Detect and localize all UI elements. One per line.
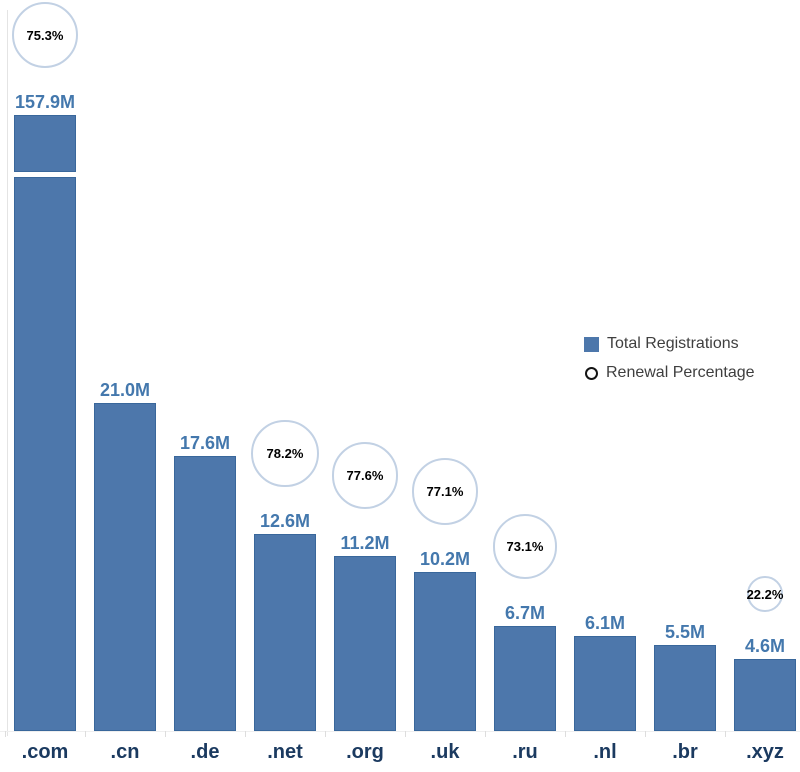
x-axis-label-org: .org <box>346 741 384 763</box>
axis-tick <box>565 731 566 737</box>
renewal-percentage-label-org: 77.6% <box>346 468 384 484</box>
axis-tick <box>325 731 326 737</box>
value-label-de: 17.6M <box>179 433 231 454</box>
bar-net[interactable] <box>254 534 316 731</box>
renewal-circle-net[interactable]: 78.2% <box>251 419 319 488</box>
x-axis-line <box>0 731 800 732</box>
axis-tick <box>405 731 406 737</box>
renewal-percentage-label-ru: 73.1% <box>506 539 544 555</box>
value-label-uk: 10.2M <box>419 548 471 569</box>
value-label-com: 157.9M <box>14 92 76 112</box>
bar-org[interactable] <box>334 556 396 731</box>
circle-swatch-icon <box>585 366 598 380</box>
value-label-xyz: 4.6M <box>744 636 786 657</box>
renewal-percentage-label-uk: 77.1% <box>426 483 464 499</box>
axis-tick <box>485 731 486 737</box>
legend-label: Renewal Percentage <box>606 364 755 381</box>
renewal-circle-ru[interactable]: 73.1% <box>492 514 558 580</box>
value-label-br: 5.5M <box>664 622 706 643</box>
x-axis-label-br: .br <box>672 741 698 763</box>
bar-xyz[interactable] <box>734 659 796 731</box>
x-axis-label-cn: .cn <box>110 741 140 763</box>
legend-item-renewal-percentage[interactable]: Renewal Percentage <box>584 364 755 382</box>
value-label-net: 12.6M <box>259 511 311 532</box>
x-axis-label-uk: .uk <box>430 741 460 763</box>
x-axis-label-xyz: .xyz <box>746 741 784 763</box>
renewal-circle-com[interactable]: 75.3% <box>12 2 78 68</box>
renewal-circle-org[interactable]: 77.6% <box>331 442 399 510</box>
legend-item-total-registrations[interactable]: Total Registrations <box>584 335 755 353</box>
bar-swatch-icon <box>584 336 599 352</box>
x-axis-label-ru: .ru <box>512 741 538 763</box>
bar-com-upper-segment[interactable] <box>14 115 76 172</box>
value-label-cn: 21.0M <box>99 380 151 400</box>
axis-tick <box>165 731 166 737</box>
x-axis-label-com: .com <box>21 741 69 763</box>
axis-tick <box>245 731 246 737</box>
value-label-nl: 6.1M <box>584 612 626 633</box>
bar-cn[interactable] <box>94 403 156 731</box>
renewal-circle-uk[interactable]: 77.1% <box>411 457 479 525</box>
y-axis-line <box>7 10 8 736</box>
axis-tick <box>725 731 726 737</box>
renewal-percentage-label-com: 75.3% <box>26 27 64 43</box>
renewal-circle-xyz[interactable]: 22.2% <box>746 576 784 613</box>
legend-label: Total Registrations <box>607 335 739 352</box>
bar-de[interactable] <box>174 456 236 731</box>
axis-tick <box>5 731 6 737</box>
bar-nl[interactable] <box>574 635 636 731</box>
value-label-ru: 6.7M <box>504 603 546 624</box>
x-axis-label-de: .de <box>190 741 220 763</box>
x-axis-label-nl: .nl <box>593 741 617 763</box>
renewal-percentage-label-net: 78.2% <box>266 446 304 462</box>
renewal-percentage-label-xyz: 22.2% <box>746 586 784 602</box>
bar-ru[interactable] <box>494 626 556 731</box>
bar-br[interactable] <box>654 645 716 731</box>
bar-com-lower-segment[interactable] <box>14 177 76 731</box>
legend: Total Registrations Renewal Percentage <box>584 335 755 382</box>
bar-uk[interactable] <box>414 571 476 731</box>
value-label-org: 11.2M <box>340 533 390 554</box>
x-axis-label-net: .net <box>267 741 303 763</box>
axis-tick <box>85 731 86 737</box>
axis-tick <box>645 731 646 737</box>
